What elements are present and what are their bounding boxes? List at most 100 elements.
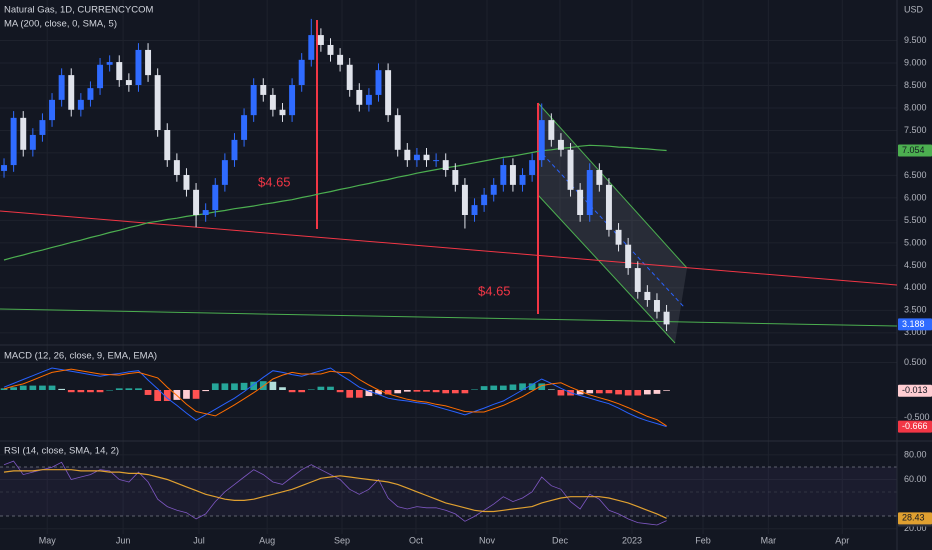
candle-body (644, 291, 651, 301)
candle-body (164, 129, 171, 161)
histogram-bar (375, 389, 382, 395)
y-tick-label: 20.00 (904, 523, 927, 533)
y-tick-label: 80.00 (904, 449, 927, 459)
candle-body (58, 75, 65, 100)
price-tag (898, 144, 932, 157)
candle-body (221, 160, 228, 185)
candle-body (663, 311, 670, 325)
candle-body (87, 88, 94, 100)
histogram-bar (595, 389, 603, 394)
histogram-bar (96, 389, 104, 393)
histogram-bar (327, 386, 334, 390)
histogram-bar (557, 389, 565, 396)
candle-body (183, 174, 190, 190)
y-tick-label: 0.500 (904, 357, 927, 367)
candle-body (471, 205, 478, 216)
histogram-bar (336, 389, 344, 393)
candle-body (145, 49, 152, 76)
candle-body (461, 184, 468, 216)
candle-body (250, 85, 257, 116)
pane-title: RSI (14, close, SMA, 14, 2) (4, 446, 119, 457)
histogram-bar (39, 385, 46, 390)
candle-body (106, 62, 113, 65)
histogram-bar (653, 389, 661, 394)
price-tag-label: 7.054 (902, 145, 925, 155)
histogram-bar (135, 388, 142, 390)
series-line (3, 367, 667, 428)
histogram-bar (576, 389, 584, 395)
candle-body (490, 184, 497, 195)
candle-body (202, 210, 209, 216)
histogram-bar (355, 389, 363, 398)
histogram-bar (365, 389, 373, 397)
candle-body (423, 154, 430, 161)
trend-line (0, 210, 898, 286)
candle-body (231, 139, 238, 161)
candle-body (577, 189, 584, 216)
candle-body (77, 99, 84, 110)
candle-body (193, 189, 200, 216)
histogram-bar (490, 385, 498, 390)
candle-body (29, 134, 36, 150)
histogram-bar (202, 389, 210, 392)
labels: Natural Gas, 1D, CURRENCYCOM MA (200, cl… (4, 4, 932, 545)
candle-body (346, 64, 353, 90)
x-tick-label: Mar (761, 535, 777, 545)
x-tick-label: May (39, 535, 57, 545)
histogram-bar (87, 389, 94, 393)
histogram-bar (394, 389, 402, 394)
support-line (0, 308, 898, 327)
histogram-bar (192, 389, 200, 399)
candle-body (653, 300, 660, 312)
y-tick-label: 3.500 (904, 305, 927, 315)
price-tag (898, 384, 932, 397)
candle-body (260, 85, 267, 95)
histogram-bar (211, 383, 219, 390)
histogram-bar (528, 383, 536, 390)
y-tick-label: 6.000 (904, 192, 927, 202)
histogram-bar (461, 389, 469, 394)
histogram-bar (48, 385, 56, 390)
histogram-bar (586, 389, 594, 394)
candle-body (39, 120, 46, 135)
candle-body (433, 160, 440, 162)
histogram-bar (163, 389, 171, 401)
candle-body (10, 117, 17, 166)
candle-body (135, 49, 142, 86)
channel-top (537, 102, 688, 269)
candle-body (500, 165, 507, 185)
histogram-bar (471, 389, 478, 390)
histogram-bar (346, 389, 354, 398)
histogram-bar (538, 383, 546, 390)
candle-body (605, 184, 612, 230)
candle-body (509, 165, 516, 185)
chart-title: Natural Gas, 1D, CURRENCYCOM (4, 5, 153, 16)
histogram-bar (221, 383, 229, 390)
candle-body (279, 109, 286, 116)
pane-title: MACD (12, 26, close, 9, EMA, EMA) (4, 351, 157, 362)
histogram-bar (288, 389, 296, 393)
histogram-bar (240, 382, 248, 390)
histogram-bar (413, 389, 421, 392)
candle-body (538, 120, 545, 161)
candle-body (298, 59, 305, 86)
series-line (3, 368, 667, 427)
candle-body (269, 94, 276, 110)
y-tick-label: 8.000 (904, 102, 927, 112)
histogram-bar (183, 389, 190, 399)
histogram-bar (298, 389, 306, 393)
x-tick-label: Jul (193, 535, 205, 545)
legend-entry: MA (200, close, 0, SMA, 5) (4, 19, 117, 30)
candle-body (442, 160, 449, 171)
candle-body (125, 80, 132, 86)
histogram-bar (451, 389, 459, 394)
candle-body (404, 149, 411, 161)
histogram-bar (307, 389, 315, 390)
x-tick-label: Apr (835, 535, 849, 545)
histogram-bar (624, 389, 632, 396)
price-tag-label: -0.666 (902, 421, 928, 431)
candle-body (97, 64, 104, 89)
histogram-bar (115, 388, 123, 390)
